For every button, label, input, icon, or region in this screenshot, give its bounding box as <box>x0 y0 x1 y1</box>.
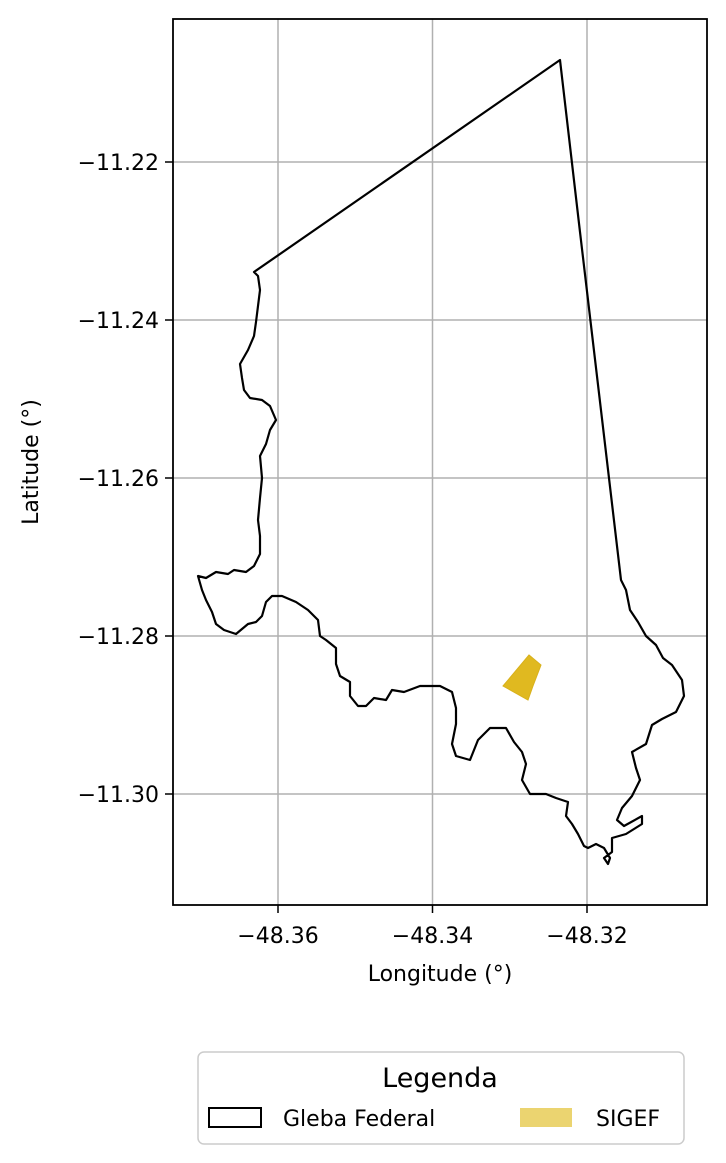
y-axis-ticks: −11.22 −11.24 −11.26 −11.28 −11.30 <box>78 151 173 808</box>
x-tick-label: −48.36 <box>237 924 318 949</box>
x-axis-ticks: −48.36 −48.34 −48.32 <box>237 905 628 949</box>
axes-frame <box>172 18 708 906</box>
x-tick-label: −48.34 <box>392 924 473 949</box>
legend-swatch-gleba-federal <box>208 1107 262 1128</box>
x-tick-label: −48.32 <box>546 924 627 949</box>
y-tick-label: −11.22 <box>78 151 159 176</box>
y-axis-title: Latitude (°) <box>19 399 44 525</box>
sigef-polygon <box>502 654 542 701</box>
y-tick-label: −11.30 <box>78 783 159 808</box>
y-tick-label: −11.26 <box>78 467 159 492</box>
legend: Legenda Gleba Federal SIGEF <box>197 1051 685 1145</box>
grid-lines <box>173 19 707 905</box>
legend-swatch-sigef <box>520 1108 572 1127</box>
y-tick-label: −11.28 <box>78 625 159 650</box>
gleba-federal-outline <box>196 58 686 866</box>
y-tick-label: −11.24 <box>78 309 159 334</box>
legend-label-gleba-federal: Gleba Federal <box>283 1107 435 1132</box>
legend-label-sigef: SIGEF <box>596 1107 660 1132</box>
x-axis-title: Longitude (°) <box>368 962 513 987</box>
legend-title: Legenda <box>382 1063 498 1094</box>
